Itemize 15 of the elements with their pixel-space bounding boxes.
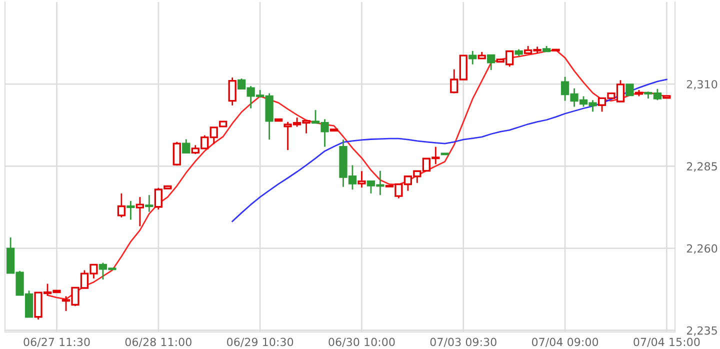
x-tick-label: 07/04 09:00 [532, 338, 598, 348]
y-tick-label: 2,235 [686, 326, 717, 336]
y-tick-label: 2,285 [686, 162, 717, 172]
candlestick [126, 200, 135, 220]
x-tick-label: 07/04 15:00 [634, 338, 700, 348]
candlestick [145, 194, 154, 213]
candlestick [136, 196, 144, 227]
x-tick-label: 06/27 11:30 [24, 338, 90, 348]
line-series [232, 78, 668, 222]
x-tick-label: 06/28 11:00 [125, 338, 192, 348]
x-tick-label: 07/03 09:30 [430, 338, 496, 348]
x-tick-label: 06/30 10:00 [328, 338, 395, 348]
y-tick-label: 2,310 [686, 80, 718, 90]
x-tick-label: 06/29 10:30 [227, 338, 294, 348]
y-tick-label: 2,260 [686, 244, 718, 254]
